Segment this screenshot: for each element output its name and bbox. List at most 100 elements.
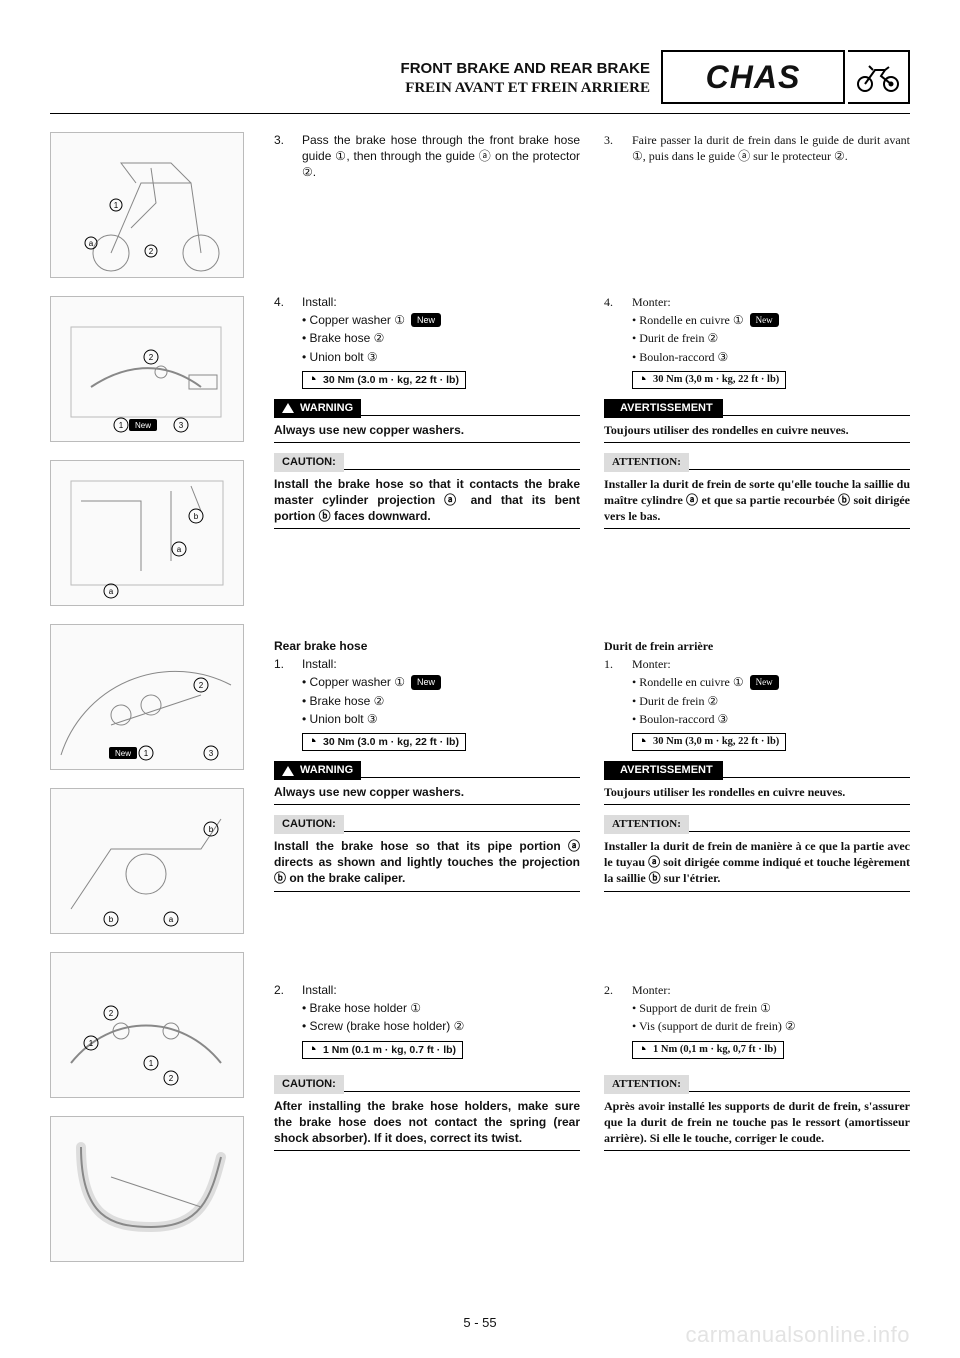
svg-text:b: b [194,512,199,521]
caution-row: ATTENTION: [604,815,910,834]
figure-6: 1 2 1 2 [50,952,244,1098]
step-head: Install: [302,294,580,310]
caution-close-rule [604,891,910,892]
svg-text:1: 1 [89,1039,94,1048]
caution-rule [344,831,580,832]
header-titles: FRONT BRAKE AND REAR BRAKE FREIN AVANT E… [401,60,650,98]
list-item: Copper washer ① [310,313,405,327]
warning-row: WARNING [274,399,580,418]
step-head: Monter: [632,982,910,998]
step-number: 4. [274,294,292,310]
content-columns: 1 a 2 1 New 3 2 [50,132,910,1280]
header-title-en: FRONT BRAKE AND REAR BRAKE [401,60,650,79]
svg-text:a: a [109,587,114,596]
step-head: Install: [302,982,580,998]
list-item: Rondelle en cuivre ① [639,675,743,689]
en-rear-step2: 2. Install: Brake hose holder ① Screw (b… [274,982,580,1200]
list-item: Union bolt ③ [302,349,580,365]
fr-step4-items: Rondelle en cuivre ①New Durit de frein ②… [632,312,910,365]
warning-rule [723,776,910,778]
warning-row: AVERTISSEMENT [604,399,910,418]
svg-text:New: New [135,421,151,430]
figure-7 [50,1116,244,1262]
svg-text:a: a [89,239,94,248]
warning-rule [361,776,580,778]
warning-label: AVERTISSEMENT [620,401,713,416]
svg-text:New: New [115,749,131,758]
warning-text: Toujours utiliser les rondelles en cuivr… [604,784,910,800]
caution-text: Installer la durit de frein de sorte qu'… [604,476,910,525]
fr-step3: 3. Faire passer la durit de frein dans l… [604,132,910,276]
watermark: carmanualsonline.info [685,1322,910,1348]
caution-row: CAUTION: [274,453,580,472]
warning-row: AVERTISSEMENT [604,761,910,780]
warning-row: WARNING [274,761,580,780]
torque-spec: 30 Nm (3,0 m · kg, 22 ft · lb) [632,733,786,751]
warning-pill: AVERTISSEMENT [604,761,723,780]
caution-text: Install the brake hose so that it contac… [274,476,580,525]
fr-rear2-items: Support de durit de frein ① Vis (support… [632,1000,910,1034]
caution-close-rule [604,1150,910,1151]
list-item: Durit de frein ② [632,693,910,709]
svg-text:2: 2 [109,1009,114,1018]
caution-close-rule [274,528,580,529]
fr-rear1-items: Rondelle en cuivre ①New Durit de frein ②… [632,674,910,727]
header-rule [50,113,910,114]
warning-text: Always use new copper washers. [274,422,580,438]
svg-text:2: 2 [169,1074,174,1083]
step-head: Monter: [632,656,910,672]
list-item: Vis (support de durit de frein) ② [632,1018,910,1034]
caution-rule [344,1091,580,1092]
warning-close-rule [274,442,580,443]
new-pill: New [750,313,779,327]
warning-text: Toujours utiliser des rondelles en cuivr… [604,422,910,438]
warning-pill: AVERTISSEMENT [604,399,723,418]
svg-text:b: b [209,825,214,834]
caution-pill: CAUTION: [274,1075,344,1094]
page-header: FRONT BRAKE AND REAR BRAKE FREIN AVANT E… [50,50,910,114]
list-item: Brake hose ② [302,693,580,709]
svg-text:2: 2 [199,681,204,690]
step-number: 4. [604,294,622,310]
step-number: 1. [274,656,292,672]
english-column: 3. Pass the brake hose through the front… [274,132,580,1280]
en-rear2-items: Brake hose holder ① Screw (brake hose ho… [302,1000,580,1034]
svg-text:a: a [169,915,174,924]
caution-pill: ATTENTION: [604,1075,689,1094]
en-rear-step1: Rear brake hose 1. Install: Copper washe… [274,638,580,964]
caution-close-rule [274,891,580,892]
svg-text:1: 1 [119,421,124,430]
en-rear1-items: Copper washer ①New Brake hose ② Union bo… [302,674,580,727]
list-item: Rondelle en cuivre ① [639,313,743,327]
caution-rule [689,1091,910,1092]
new-pill: New [411,313,441,327]
caution-text: Installer la durit de frein de manière à… [604,838,910,887]
figure-5: b b a [50,788,244,934]
warning-text: Always use new copper washers. [274,784,580,800]
header-title-fr: FREIN AVANT ET FREIN ARRIERE [401,79,650,98]
warning-close-rule [274,804,580,805]
list-item: Union bolt ③ [302,711,580,727]
section-title: Rear brake hose [274,638,580,654]
svg-text:1: 1 [114,201,119,210]
svg-text:b: b [109,915,114,924]
step-text: Faire passer la durit de frein dans le g… [632,132,910,164]
section-code-box: CHAS [661,50,845,104]
figure-2: 1 New 3 2 [50,296,244,442]
fr-rear-step1: Durit de frein arrière 1. Monter: Rondel… [604,638,910,964]
svg-text:a: a [177,545,182,554]
caution-row: CAUTION: [274,815,580,834]
step-text: Pass the brake hose through the front br… [302,132,580,181]
fr-rear-step2: 2. Monter: Support de durit de frein ① V… [604,982,910,1200]
caution-pill: CAUTION: [274,453,344,472]
caution-row: ATTENTION: [604,1075,910,1094]
svg-text:1: 1 [149,1059,154,1068]
svg-text:2: 2 [149,353,154,362]
caution-rule [344,469,580,470]
list-item: Support de durit de frein ① [632,1000,910,1016]
step-head: Install: [302,656,580,672]
warning-close-rule [604,442,910,443]
svg-text:1: 1 [144,749,149,758]
caution-text: Install the brake hose so that its pipe … [274,838,580,887]
caution-rule [689,469,910,470]
